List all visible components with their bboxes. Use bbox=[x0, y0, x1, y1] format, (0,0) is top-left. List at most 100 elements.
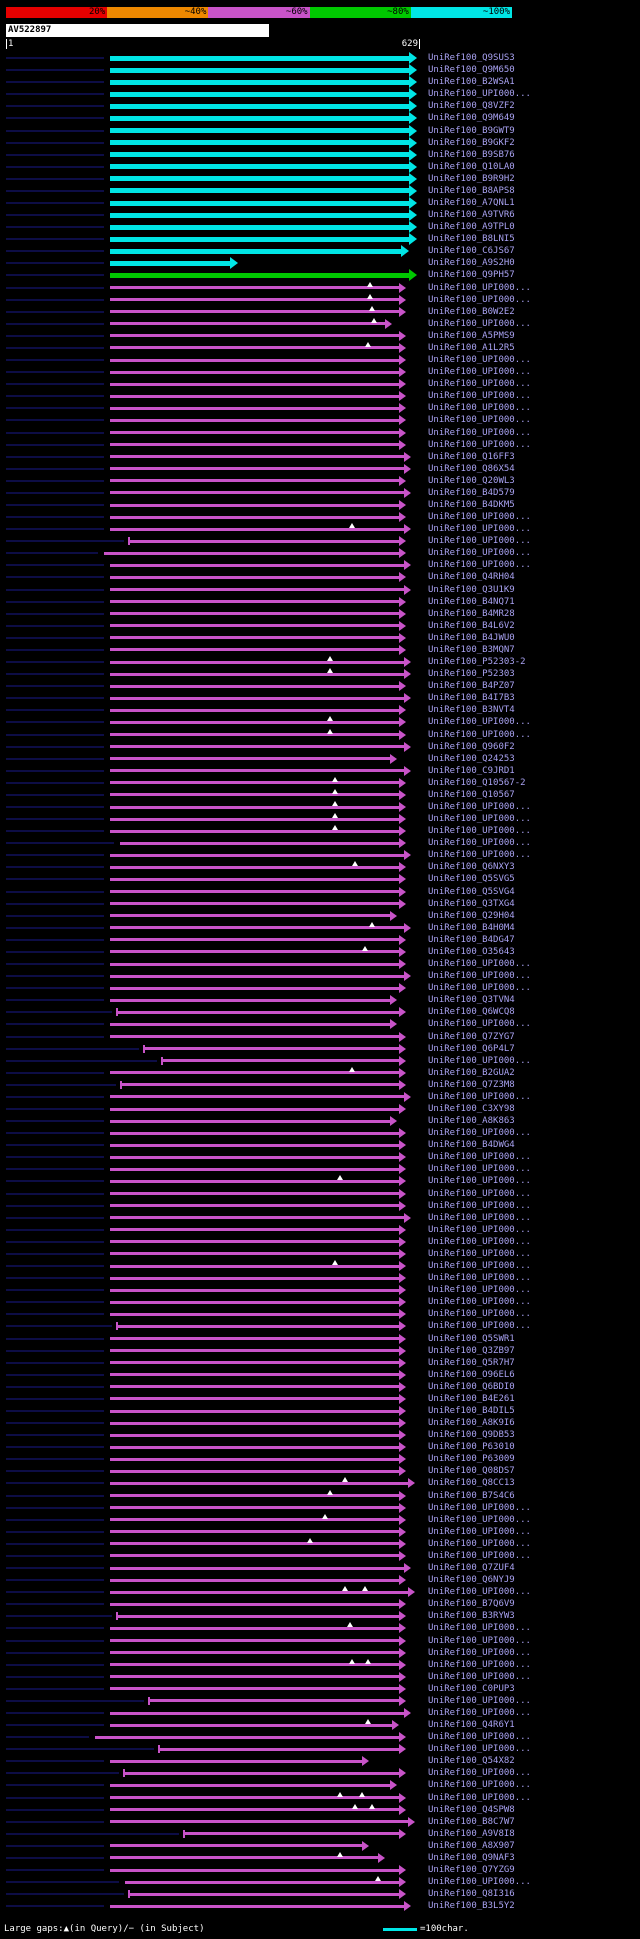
hit-label[interactable]: UniRef100_Q7ZUF4 bbox=[428, 1563, 515, 1573]
hit-label[interactable]: UniRef100_Q960F2 bbox=[428, 741, 515, 752]
hit-bar[interactable] bbox=[110, 1240, 399, 1244]
hit-label[interactable]: UniRef100_C9JRD1 bbox=[428, 765, 515, 776]
hit-bar[interactable] bbox=[110, 1783, 390, 1787]
hit-bar[interactable] bbox=[110, 708, 399, 712]
hit-label[interactable]: UniRef100_Q7YZG9 bbox=[428, 1865, 515, 1875]
hit-label[interactable]: UniRef100_UPI000... bbox=[428, 1019, 531, 1030]
hit-label[interactable]: UniRef100_B8LNI5 bbox=[428, 234, 515, 245]
hit-label[interactable]: UniRef100_B3L5Y2 bbox=[428, 1901, 515, 1912]
hit-bar[interactable] bbox=[110, 1639, 399, 1642]
hit-bar[interactable] bbox=[110, 1312, 399, 1316]
hit-bar[interactable] bbox=[110, 1167, 399, 1171]
hit-label[interactable]: UniRef100_A8K9I6 bbox=[428, 1418, 515, 1428]
hit-bar[interactable] bbox=[110, 926, 404, 930]
hit-bar[interactable] bbox=[110, 1566, 404, 1570]
hit-label[interactable]: UniRef100_Q8CC13 bbox=[428, 1478, 515, 1489]
hit-label[interactable]: UniRef100_Q54X82 bbox=[428, 1756, 515, 1767]
hit-bar[interactable] bbox=[110, 1530, 399, 1534]
hit-label[interactable]: UniRef100_B4D579 bbox=[428, 487, 515, 498]
hit-label[interactable]: UniRef100_UPI000... bbox=[428, 826, 531, 837]
hit-label[interactable]: UniRef100_O35643 bbox=[428, 946, 515, 957]
hit-label[interactable]: UniRef100_UPI000... bbox=[428, 1176, 531, 1187]
hit-label[interactable]: UniRef100_UPI000... bbox=[428, 1164, 531, 1175]
hit-label[interactable]: UniRef100_UPI000... bbox=[428, 282, 531, 293]
hit-label[interactable]: UniRef100_Q8VZF2 bbox=[428, 101, 515, 112]
hit-bar[interactable] bbox=[110, 877, 399, 881]
hit-bar[interactable] bbox=[110, 1349, 399, 1353]
hit-bar[interactable] bbox=[110, 334, 399, 338]
hit-bar[interactable] bbox=[110, 986, 399, 990]
hit-bar[interactable] bbox=[110, 394, 399, 398]
hit-bar[interactable] bbox=[110, 322, 385, 326]
hit-bar[interactable] bbox=[110, 950, 399, 954]
hit-bar[interactable] bbox=[110, 236, 409, 242]
hit-bar[interactable] bbox=[110, 1107, 399, 1111]
hit-bar[interactable] bbox=[110, 890, 399, 893]
hit-label[interactable]: UniRef100_Q7Z3M8 bbox=[428, 1079, 515, 1090]
hit-label[interactable]: UniRef100_UPI000... bbox=[428, 536, 531, 547]
hit-bar[interactable] bbox=[110, 1022, 390, 1026]
hit-label[interactable]: UniRef100_UPI000... bbox=[428, 1780, 531, 1791]
hit-bar[interactable] bbox=[110, 1035, 399, 1038]
hit-label[interactable]: UniRef100_B9GWT9 bbox=[428, 125, 515, 136]
hit-label[interactable]: UniRef100_UPI000... bbox=[428, 1152, 531, 1163]
hit-label[interactable]: UniRef100_Q86X54 bbox=[428, 463, 515, 474]
hit-label[interactable]: UniRef100_UPI000... bbox=[428, 1261, 531, 1271]
hit-label[interactable]: UniRef100_P52303 bbox=[428, 669, 515, 680]
hit-bar[interactable] bbox=[110, 515, 399, 519]
hit-bar[interactable] bbox=[95, 1735, 399, 1739]
hit-label[interactable]: UniRef100_B4H0M4 bbox=[428, 922, 515, 933]
hit-label[interactable]: UniRef100_UPI000... bbox=[428, 1285, 531, 1296]
hit-bar[interactable] bbox=[110, 1276, 399, 1280]
hit-bar[interactable] bbox=[110, 1856, 378, 1860]
hit-label[interactable]: UniRef100_B7S4C6 bbox=[428, 1490, 515, 1501]
hit-bar[interactable] bbox=[110, 696, 404, 700]
hit-label[interactable]: UniRef100_Q8I316 bbox=[428, 1889, 515, 1900]
hit-label[interactable]: UniRef100_UPI000... bbox=[428, 1732, 531, 1743]
hit-bar[interactable] bbox=[110, 176, 409, 182]
hit-label[interactable]: UniRef100_B4DIL5 bbox=[428, 1406, 515, 1416]
hit-bar[interactable] bbox=[110, 115, 409, 121]
hit-bar[interactable] bbox=[110, 793, 399, 797]
hit-label[interactable]: UniRef100_Q16FF3 bbox=[428, 451, 515, 462]
hit-bar[interactable] bbox=[110, 1179, 399, 1183]
hit-label[interactable]: UniRef100_Q4RH04 bbox=[428, 572, 515, 583]
hit-label[interactable]: UniRef100_Q5SVG4 bbox=[428, 886, 515, 897]
hit-bar[interactable] bbox=[110, 1216, 404, 1220]
hit-bar[interactable] bbox=[110, 1409, 399, 1413]
hit-label[interactable]: UniRef100_Q9PH57 bbox=[428, 270, 515, 281]
hit-bar[interactable] bbox=[145, 1047, 399, 1051]
hit-bar[interactable] bbox=[110, 757, 390, 761]
hit-bar[interactable] bbox=[110, 431, 399, 434]
hit-bar[interactable] bbox=[110, 660, 404, 664]
hit-label[interactable]: UniRef100_B0W2E2 bbox=[428, 306, 515, 317]
hit-bar[interactable] bbox=[110, 1433, 399, 1437]
hit-label[interactable]: UniRef100_UPI000... bbox=[428, 1671, 531, 1682]
hit-label[interactable]: UniRef100_C6JS67 bbox=[428, 246, 515, 257]
hit-label[interactable]: UniRef100_Q9M649 bbox=[428, 113, 515, 124]
hit-label[interactable]: UniRef100_B4DWG4 bbox=[428, 1140, 515, 1151]
hit-label[interactable]: UniRef100_UPI000... bbox=[428, 983, 531, 994]
hit-label[interactable]: UniRef100_B8C7W7 bbox=[428, 1816, 515, 1827]
hit-label[interactable]: UniRef100_Q9SUS3 bbox=[428, 53, 515, 63]
hit-bar[interactable] bbox=[110, 600, 399, 604]
hit-bar[interactable] bbox=[185, 1832, 399, 1836]
hit-bar[interactable] bbox=[110, 1759, 362, 1763]
hit-label[interactable]: UniRef100_UPI000... bbox=[428, 1128, 531, 1139]
hit-bar[interactable] bbox=[110, 1228, 399, 1232]
hit-bar[interactable] bbox=[110, 346, 399, 350]
hit-label[interactable]: UniRef100_UPI000... bbox=[428, 1695, 531, 1706]
hit-bar[interactable] bbox=[110, 865, 399, 869]
hit-bar[interactable] bbox=[110, 1421, 399, 1425]
hit-bar[interactable] bbox=[104, 551, 399, 555]
hit-bar[interactable] bbox=[110, 902, 399, 906]
hit-bar[interactable] bbox=[110, 1481, 408, 1485]
hit-label[interactable]: UniRef100_B2GUA2 bbox=[428, 1067, 515, 1078]
hit-bar[interactable] bbox=[110, 962, 399, 966]
hit-bar[interactable] bbox=[110, 1204, 399, 1208]
hit-label[interactable]: UniRef100_Q4R6Y1 bbox=[428, 1720, 515, 1730]
hit-label[interactable]: UniRef100_A9V8I8 bbox=[428, 1828, 515, 1839]
hit-label[interactable]: UniRef100_UPI000... bbox=[428, 1792, 531, 1803]
hit-label[interactable]: UniRef100_UPI000... bbox=[428, 403, 531, 414]
hit-label[interactable]: UniRef100_Q4SPW8 bbox=[428, 1804, 515, 1815]
